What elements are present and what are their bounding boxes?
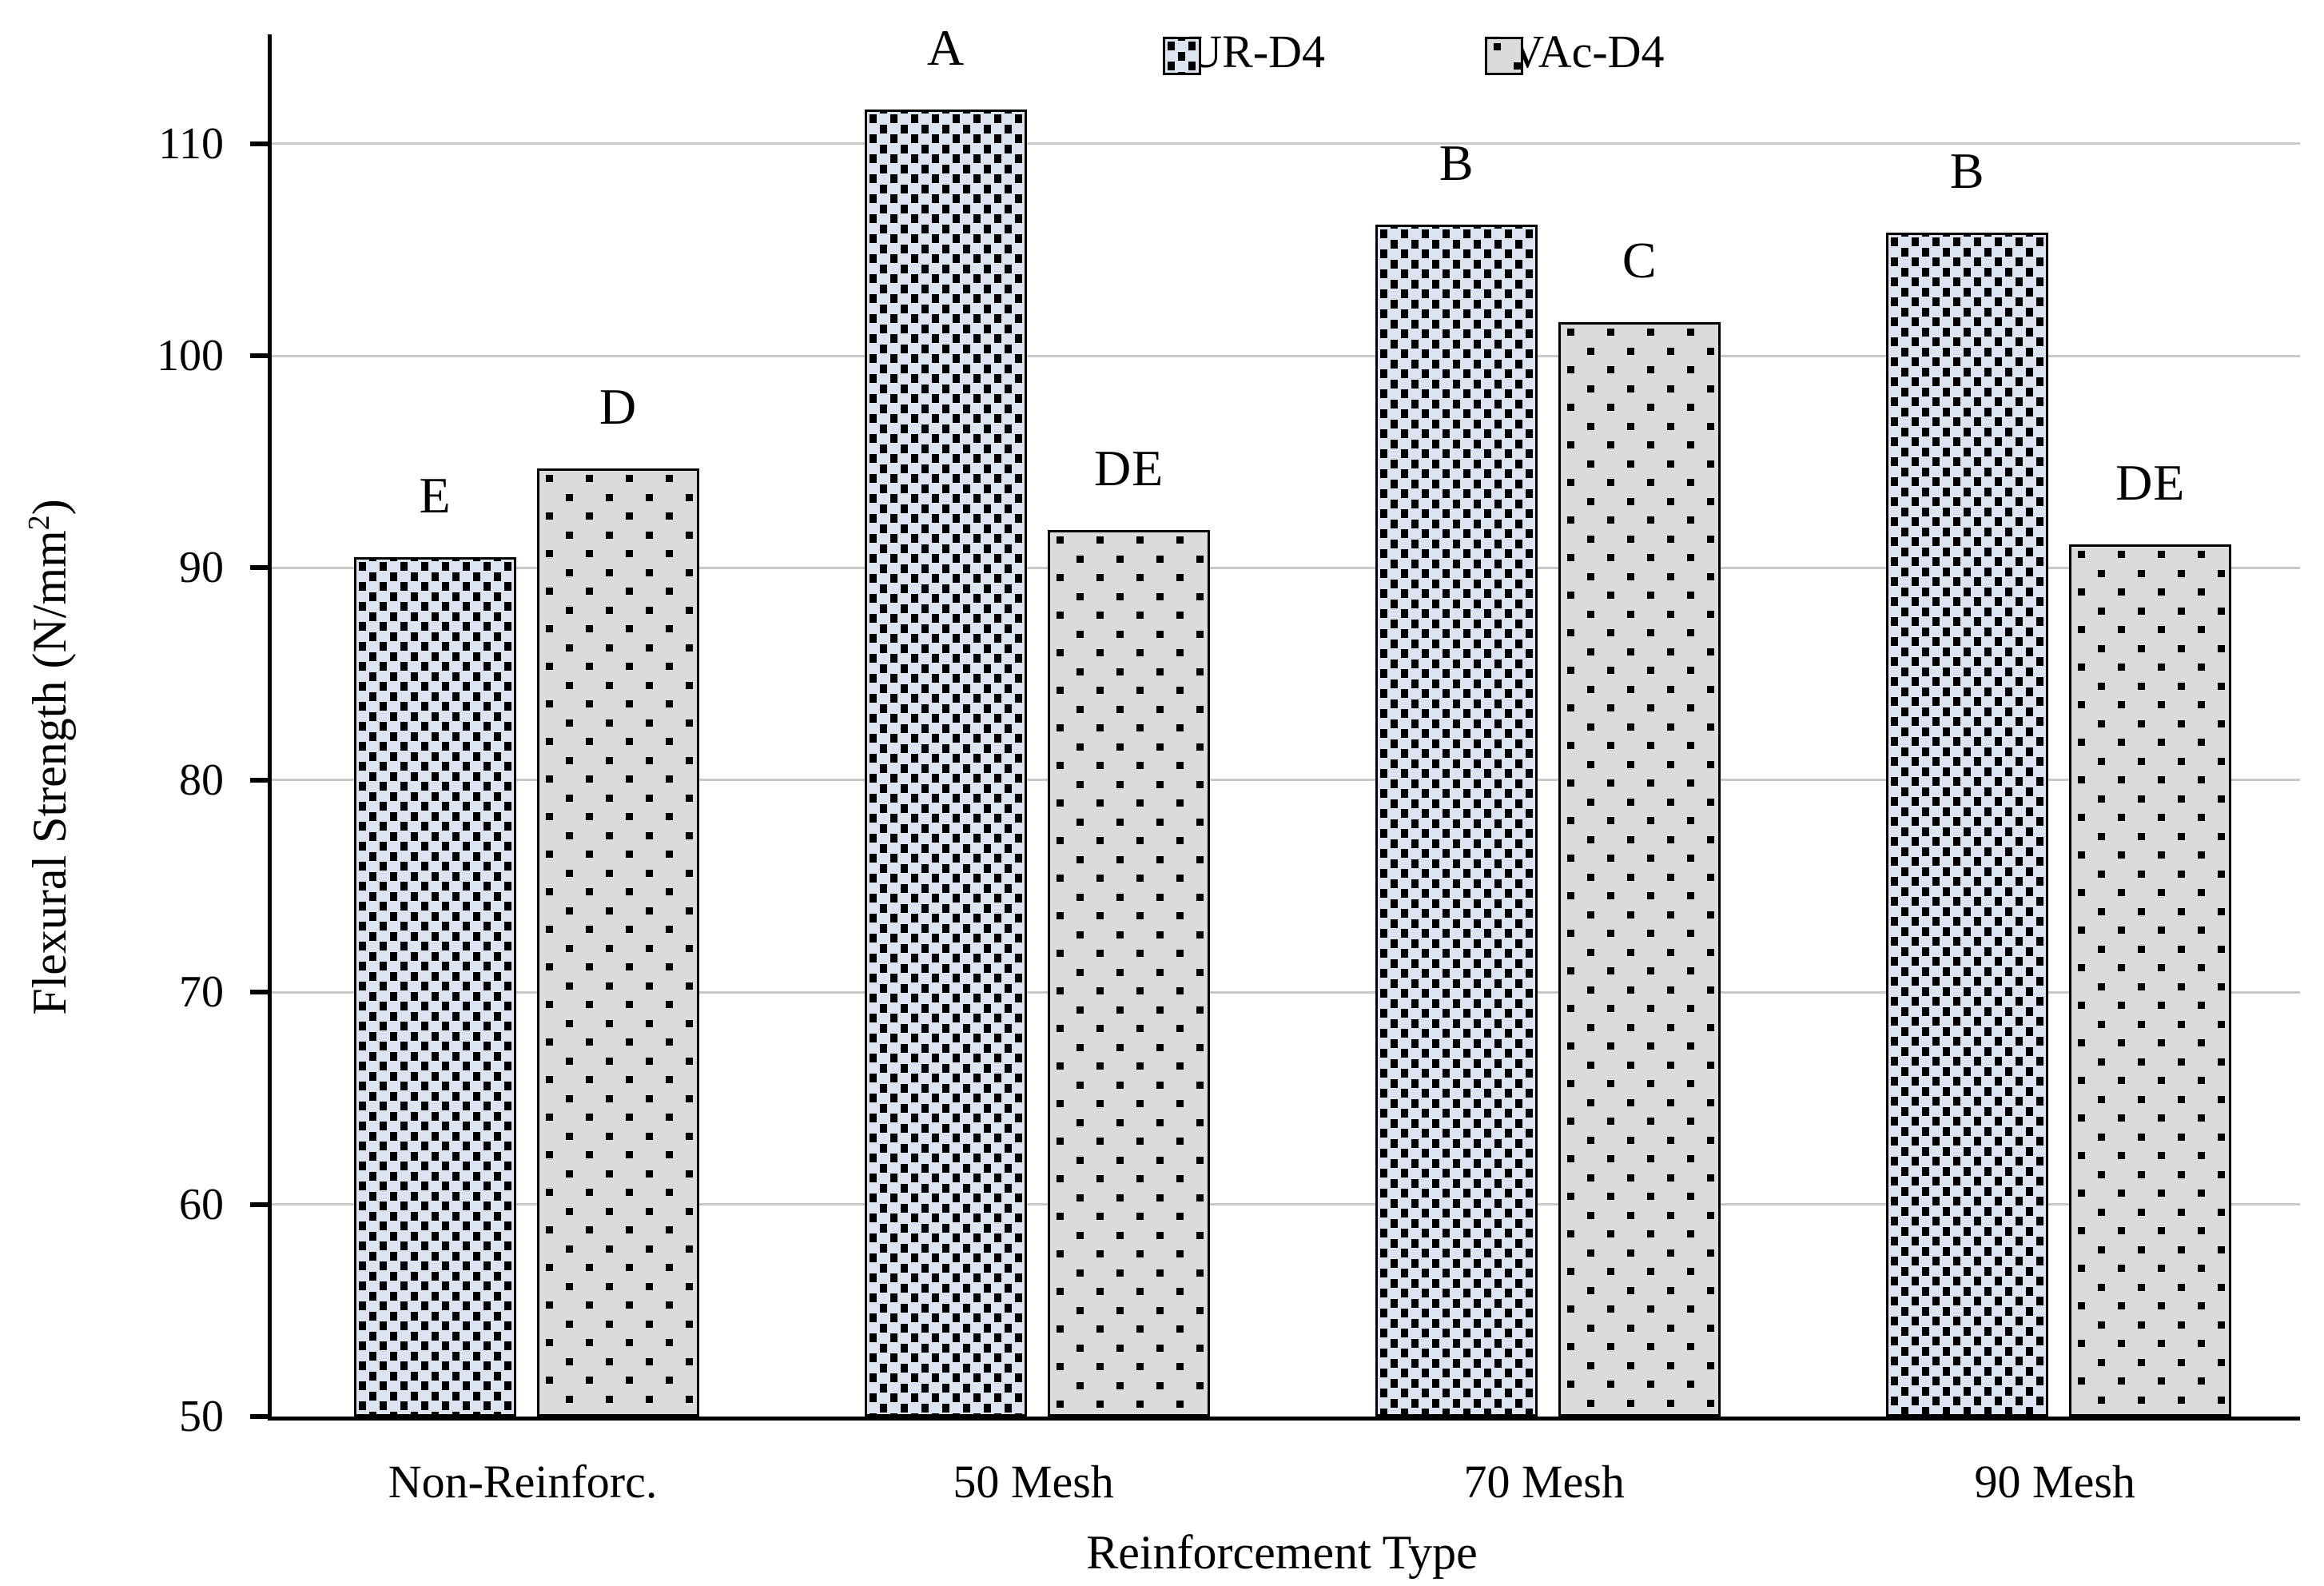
legend-item-pur-d4: PUR-D4	[1163, 29, 1325, 75]
bar-pur-d4-70-mesh	[1375, 225, 1538, 1417]
significance-letter-pur-d4-3: B	[1439, 134, 1474, 191]
y-axis-title-close-paren: )	[23, 499, 76, 516]
y-axis-tick-label-90: 90	[179, 543, 224, 593]
y-axis-tick-110	[250, 141, 272, 146]
x-axis-category-label-1: Non-Reinforc.	[388, 1456, 658, 1508]
y-axis-tick-80	[250, 777, 272, 783]
gridline-y-100	[272, 354, 2300, 357]
y-axis-tick-label-80: 80	[179, 755, 224, 805]
significance-letter-pur-d4-2: A	[926, 19, 965, 76]
x-axis-category-label-2: 50 Mesh	[953, 1456, 1114, 1508]
x-axis-category-label-4: 90 Mesh	[1974, 1456, 2135, 1508]
y-axis-tick-60	[250, 1201, 272, 1207]
x-axis-category-label-3: 70 Mesh	[1463, 1456, 1625, 1508]
y-axis-tick-label-110: 110	[158, 118, 224, 169]
y-axis-title: Flexural Strength (N/mm2)	[16, 277, 83, 1237]
x-axis-title: Reinforcement Type	[1086, 1526, 1478, 1579]
y-axis-tick-70	[250, 990, 272, 995]
legend: PUR-D4 PVAc-D4	[1163, 29, 1665, 75]
bar-pvac-d4-90-mesh	[2069, 544, 2232, 1417]
gridline-y-70	[272, 990, 2300, 994]
pur-d4-swatch-icon	[1163, 37, 1201, 75]
bar-pur-d4-90-mesh	[1886, 233, 2049, 1417]
significance-letter-pvac-d4-3: C	[1622, 232, 1657, 289]
significance-letter-pvac-d4-2: DE	[1093, 440, 1164, 496]
y-axis-tick-label-70: 70	[179, 967, 224, 1018]
y-axis-title-superscript: 2	[22, 515, 56, 531]
bar-pvac-d4-50-mesh	[1048, 530, 1211, 1417]
pvac-d4-swatch-icon	[1485, 37, 1524, 75]
gridline-y-90	[272, 566, 2300, 569]
bar-pvac-d4-non-reinforc-	[537, 468, 700, 1417]
y-axis-title-text: Flexural Strength (N/mm	[23, 530, 76, 1015]
gridline-y-60	[272, 1203, 2300, 1206]
y-axis-tick-90	[250, 565, 272, 571]
legend-item-pvac-d4: PVAc-D4	[1485, 29, 1665, 75]
y-axis-tick-50	[250, 1414, 272, 1419]
significance-letter-pvac-d4-4: DE	[2115, 454, 2186, 511]
plot-area: 50 60 70 80 90 100 110 E D A DE B C B DE	[157, 22, 2300, 1441]
y-axis-tick-100	[250, 353, 272, 359]
y-axis-tick-label-60: 60	[179, 1179, 224, 1229]
bar-pur-d4-non-reinforc-	[354, 557, 517, 1417]
bar-pvac-d4-70-mesh	[1558, 322, 1721, 1417]
significance-letter-pvac-d4-1: D	[599, 378, 638, 435]
y-axis-tick-label-100: 100	[157, 331, 224, 381]
significance-letter-pur-d4-4: B	[1949, 142, 1985, 199]
significance-letter-pur-d4-1: E	[419, 467, 452, 524]
gridline-y-110	[272, 142, 2300, 145]
bar-pur-d4-50-mesh	[865, 110, 1028, 1417]
y-axis-tick-label-50: 50	[179, 1392, 224, 1441]
gridline-y-80	[272, 779, 2300, 782]
